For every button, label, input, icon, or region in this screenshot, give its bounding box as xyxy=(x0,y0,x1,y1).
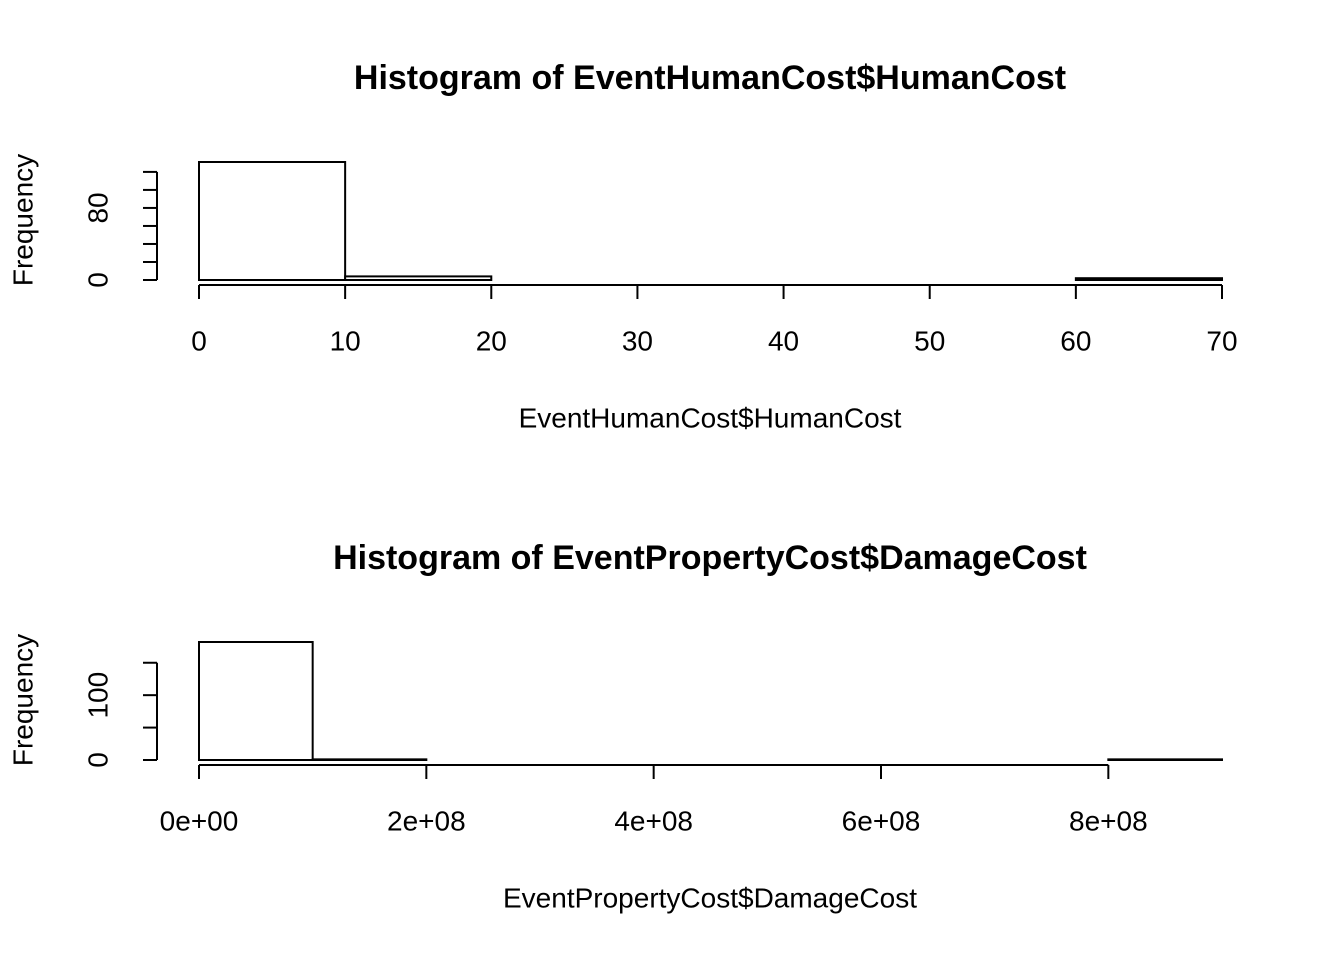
bar xyxy=(1107,758,1224,761)
x-tick-label: 4e+08 xyxy=(614,805,693,836)
x-axis-label: EventHumanCost$HumanCost xyxy=(519,402,902,433)
x-axis-label: EventPropertyCost$DamageCost xyxy=(503,882,917,913)
x-tick-label: 60 xyxy=(1060,325,1091,356)
bar xyxy=(198,641,314,761)
x-tick-label: 70 xyxy=(1206,325,1237,356)
x-tick-label: 20 xyxy=(476,325,507,356)
y-tick-label: 80 xyxy=(82,192,113,223)
x-tick-label: 0e+00 xyxy=(160,805,239,836)
chart-title: Histogram of EventHumanCost$HumanCost xyxy=(354,59,1066,97)
x-tick-label: 10 xyxy=(330,325,361,356)
bar xyxy=(344,275,493,281)
x-tick-label: 8e+08 xyxy=(1069,805,1148,836)
y-axis-label: Frequency xyxy=(7,154,38,286)
bar xyxy=(1074,277,1224,282)
chart-title: Histogram of EventPropertyCost$DamageCos… xyxy=(333,539,1087,577)
x-tick-label: 30 xyxy=(622,325,653,356)
x-tick-label: 40 xyxy=(768,325,799,356)
bar xyxy=(311,758,428,761)
y-tick-label: 100 xyxy=(82,672,113,719)
x-tick-label: 2e+08 xyxy=(387,805,466,836)
y-tick-label: 0 xyxy=(82,272,113,288)
x-tick-label: 6e+08 xyxy=(842,805,921,836)
y-tick-label: 0 xyxy=(82,752,113,768)
x-tick-label: 0 xyxy=(191,325,207,356)
y-axis-label: Frequency xyxy=(7,634,38,766)
bar xyxy=(198,161,347,281)
x-tick-label: 50 xyxy=(914,325,945,356)
